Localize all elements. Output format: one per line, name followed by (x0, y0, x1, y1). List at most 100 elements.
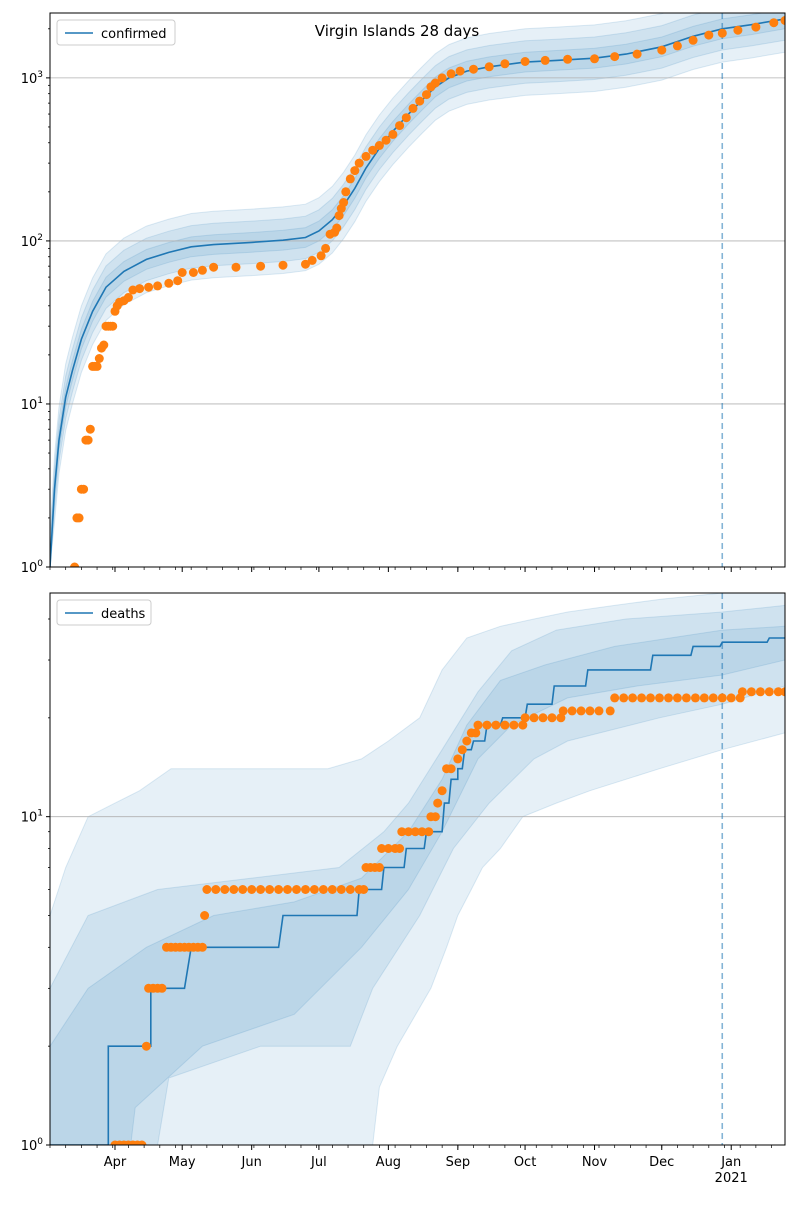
data-point (746, 687, 756, 697)
data-point (301, 259, 310, 269)
data-point (646, 693, 655, 703)
data-point (128, 285, 138, 295)
data-point (292, 885, 301, 894)
data-point (74, 513, 84, 523)
data-point (556, 713, 566, 723)
data-point (484, 62, 494, 72)
data-point (401, 113, 411, 123)
data-point (469, 64, 478, 74)
data-point (471, 728, 481, 738)
data-point (704, 30, 714, 40)
data-point (359, 885, 369, 894)
data-point (188, 268, 198, 277)
plot-area (50, 593, 785, 1145)
data-point (197, 265, 207, 275)
data-point (211, 885, 221, 894)
chart-panel-2: 100 101 Apr May Jun Jul Aug Sep Oct Nov Dec Jan2021… (21, 592, 786, 1186)
data-point (733, 25, 743, 35)
data-point (144, 282, 154, 292)
data-point (547, 713, 557, 723)
data-point (397, 827, 407, 837)
x-tick-label: Dec (649, 1155, 674, 1170)
data-point (200, 911, 210, 920)
x-tick-label: Apr (104, 1155, 127, 1170)
data-point (354, 158, 364, 168)
data-point (473, 720, 483, 730)
data-point (229, 885, 239, 894)
data-point (265, 885, 275, 894)
data-point (404, 827, 413, 837)
data-point (558, 706, 568, 716)
data-point (446, 764, 456, 774)
data-point (657, 45, 667, 55)
data-point (94, 354, 104, 363)
data-point (361, 151, 371, 161)
data-point (137, 1140, 147, 1145)
plot-frame (49, 592, 786, 1146)
x-tick-sublabel: 2021 (715, 1171, 748, 1186)
data-point (688, 35, 698, 45)
data-point (247, 885, 257, 894)
data-point (334, 211, 344, 221)
data-point (374, 863, 384, 872)
x-tick-label: Jan (720, 1155, 741, 1170)
data-point (123, 293, 133, 302)
data-point (437, 786, 447, 796)
data-point (681, 693, 691, 703)
data-point (422, 90, 431, 100)
data-point (177, 268, 187, 277)
data-point (197, 942, 207, 952)
data-point (345, 174, 355, 184)
data-point (655, 693, 664, 703)
data-point (664, 693, 673, 703)
data-point (755, 687, 765, 697)
data-point (594, 706, 604, 716)
data-point (764, 687, 774, 697)
data-point (446, 69, 456, 79)
data-point (345, 885, 355, 894)
data-point (368, 145, 378, 155)
data-point (408, 103, 418, 113)
legend-box (56, 19, 176, 46)
data-point (283, 885, 292, 894)
data-point (585, 706, 595, 716)
data-point (529, 713, 539, 723)
data-point (590, 54, 599, 64)
data-point (336, 885, 346, 894)
data-point (85, 424, 95, 434)
chart-title: Virgin Islands 28 days (315, 22, 480, 40)
data-point (417, 827, 427, 837)
data-point (209, 262, 219, 272)
data-point (410, 827, 420, 837)
data-point (672, 693, 682, 703)
y-tick-label: 101 (21, 396, 43, 413)
data-point (509, 720, 519, 730)
x-tick-label: Nov (582, 1155, 608, 1170)
x-tick-label: May (169, 1155, 196, 1170)
data-point (318, 885, 328, 894)
data-point (238, 885, 248, 894)
data-point (462, 736, 472, 746)
legend: deaths (56, 599, 152, 626)
legend: confirmed (56, 19, 176, 46)
x-tick-label: Jul (310, 1155, 327, 1170)
data-point (79, 484, 89, 494)
legend-label: confirmed (101, 27, 167, 42)
data-point (83, 435, 93, 445)
data-point (455, 66, 465, 76)
data-point (457, 745, 467, 755)
series-line-confirmed (50, 18, 785, 567)
data-point (437, 73, 447, 83)
data-point (751, 22, 761, 32)
data-point (717, 693, 727, 703)
data-point (769, 18, 779, 28)
data-point (672, 41, 682, 51)
data-point (202, 885, 212, 894)
data-point (309, 885, 319, 894)
data-point (737, 687, 747, 697)
data-point (301, 885, 310, 894)
data-point (780, 16, 785, 25)
data-point (540, 55, 550, 65)
data-point (453, 754, 463, 764)
